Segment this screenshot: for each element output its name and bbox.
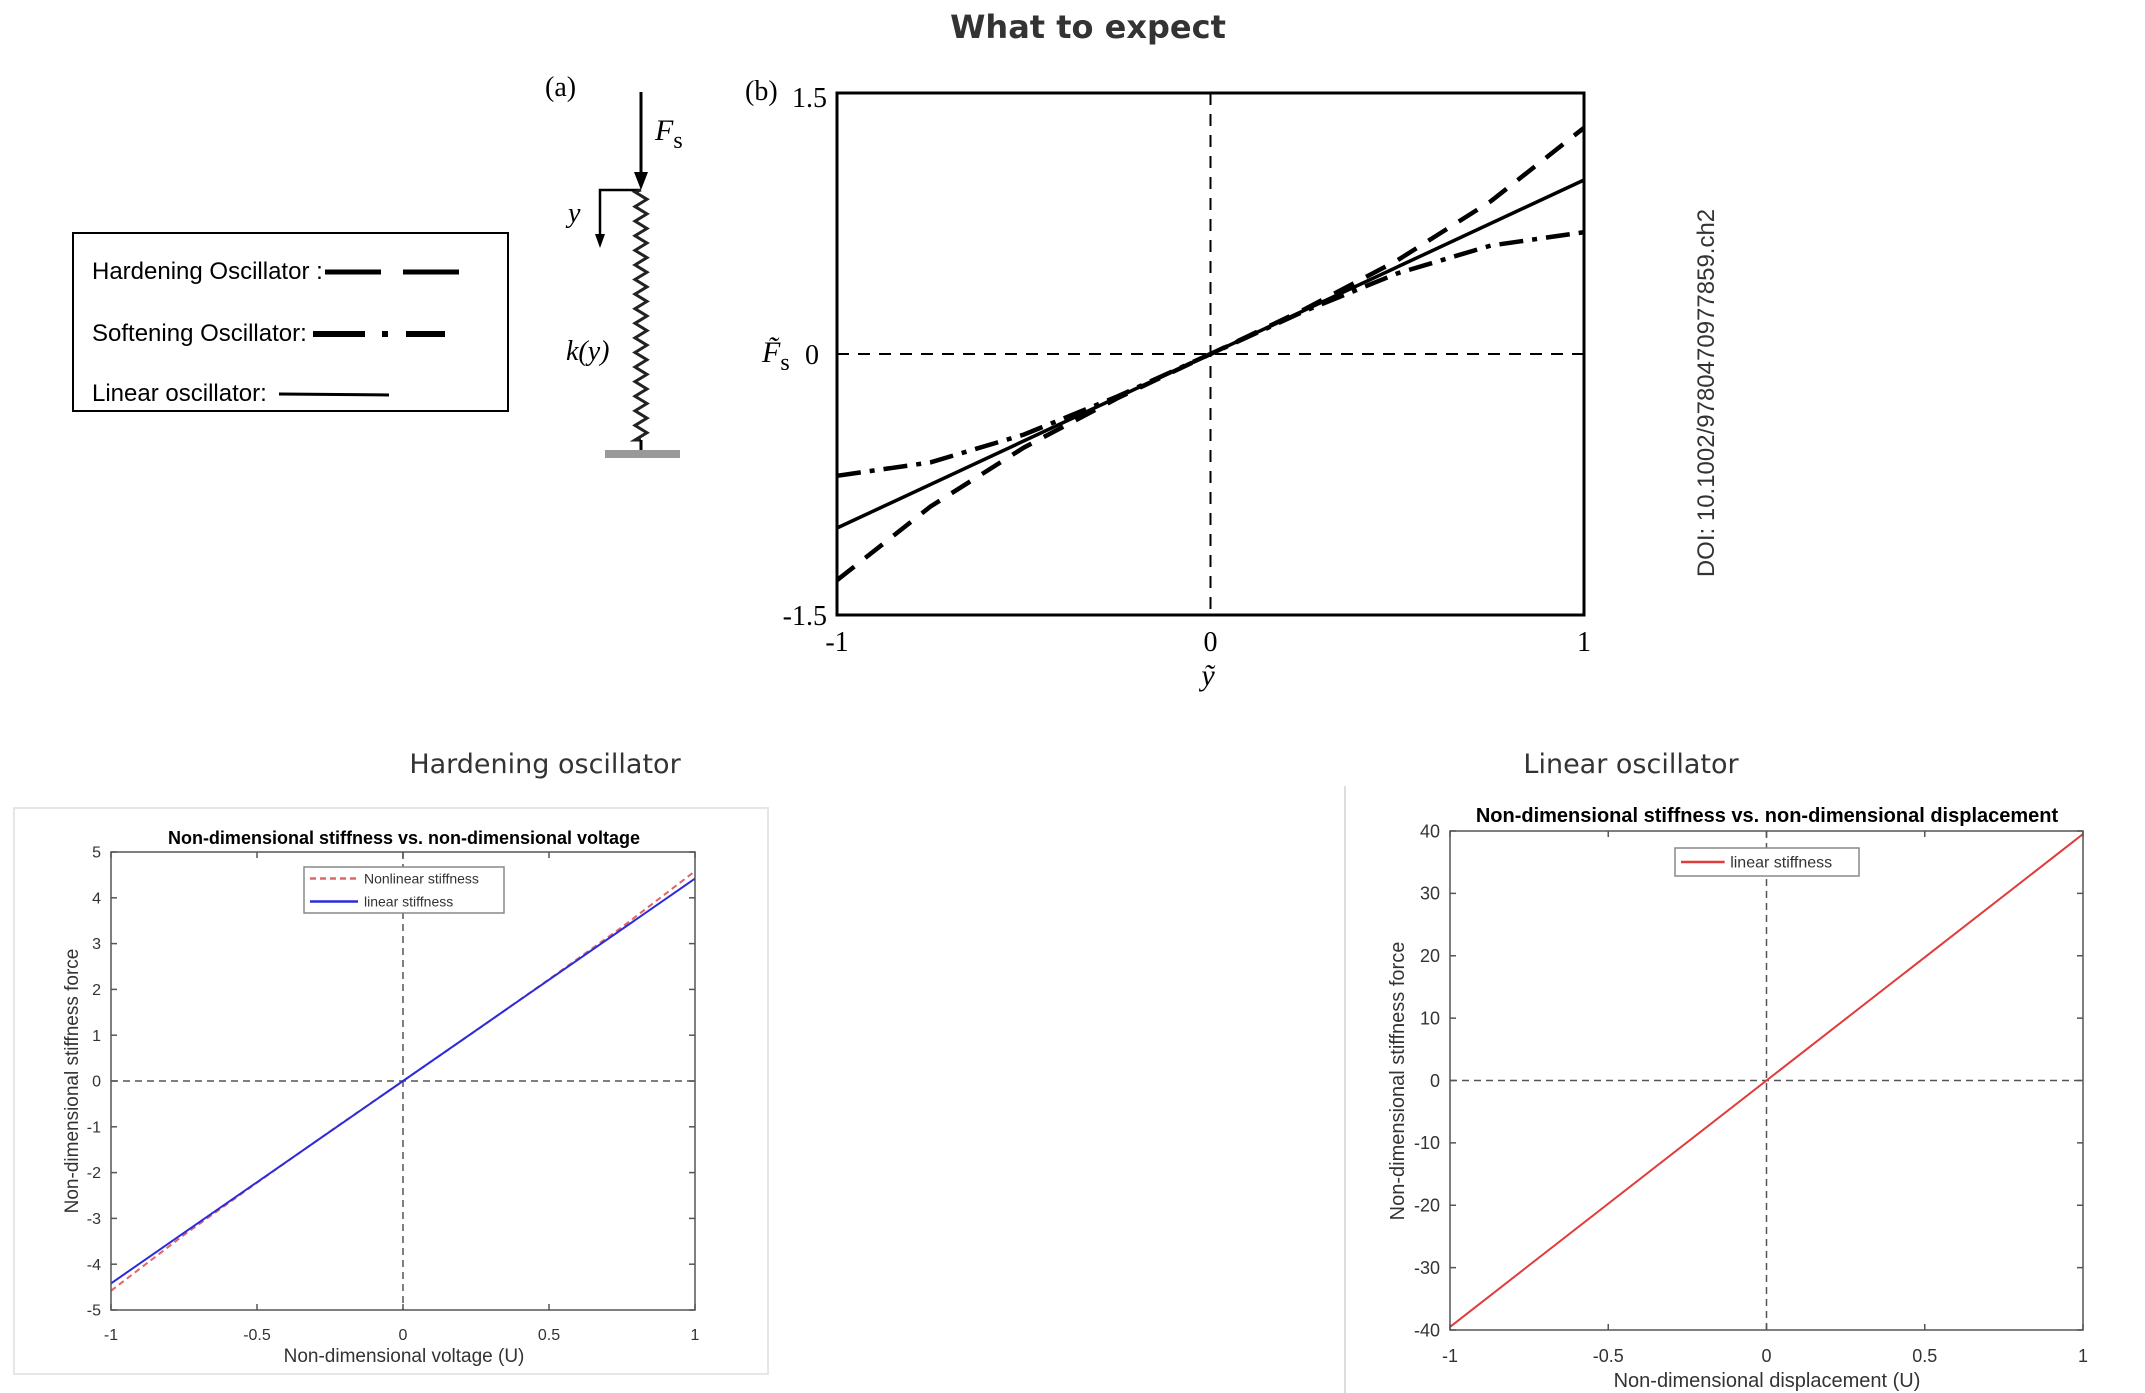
y-tick-label: 1 [92, 1028, 101, 1045]
chart-linear-xlabel: Non-dimensional displacement (U) [1614, 1370, 1921, 1392]
legend-frame [303, 866, 505, 914]
x-tick-label: 1 [1577, 627, 1591, 658]
doi-text: DOI: 10.1002/9780470977859.ch2 [1693, 209, 1720, 577]
y-tick-label: 3 [92, 936, 101, 953]
dashed-line-sample [324, 269, 461, 275]
y-tick-label: 0 [92, 1074, 101, 1091]
plot-area-frame [835, 91, 1586, 617]
y-tick-label: -30 [1414, 1258, 1440, 1278]
dashdot-line-sample [312, 331, 445, 337]
y-tick-label: -3 [87, 1211, 101, 1228]
legend-label: Linear oscillator: [92, 380, 267, 407]
y-tick-label: 0 [1430, 1071, 1440, 1091]
chart-b-xlabel: ỹ [1198, 659, 1215, 692]
x-tick-label: 0 [1204, 627, 1218, 658]
legend-item-hardening: Hardening Oscillator : [92, 258, 463, 286]
linear-section-title: Linear oscillator [1523, 749, 1739, 780]
x-tick-label: 1 [691, 1327, 700, 1344]
chart-legend: linear stiffness [1674, 847, 1860, 877]
panel-label-b: (b) [745, 76, 778, 107]
legend-label: linear stiffness [1730, 855, 1832, 872]
line-style-legend: Hardening Oscillator : Softening Oscilla… [72, 232, 509, 412]
y-tick-label: 5 [92, 845, 101, 862]
stiffness-label: k(y) [566, 336, 610, 367]
y-tick-label: 20 [1420, 946, 1440, 966]
y-tick-label: 4 [92, 890, 101, 907]
y-tick-label: -40 [1414, 1320, 1440, 1340]
chart-hardening-title: Non-dimensional stiffness vs. non-dimens… [168, 828, 640, 848]
series-line-solid [836, 178, 1585, 530]
hardening-section-title: Hardening oscillator [409, 749, 681, 780]
page-title: What to expect [950, 8, 1226, 46]
x-tick-label: -1 [1442, 1346, 1458, 1366]
y-tick-label: -5 [87, 1303, 101, 1320]
chart-hardening-ylabel: Non-dimensional stiffness force [62, 949, 83, 1214]
spring-diagram: (a) Fs y k(y) [545, 72, 683, 458]
x-tick-label: -0.5 [243, 1327, 271, 1344]
x-tick-label: 0 [399, 1327, 408, 1344]
series-line-dashed [110, 870, 696, 1292]
y-tick-label: -2 [87, 1165, 101, 1182]
spring-coil [629, 188, 650, 442]
chart-hardening: Non-dimensional stiffness vs. non-dimens… [62, 828, 700, 1367]
y-tick-label: 0 [805, 340, 819, 371]
displacement-arrow-head [595, 234, 605, 248]
y-tick-label: -20 [1414, 1196, 1440, 1216]
chart-b: (b) F̃s ỹ -1.5 0 1.5 -1 0 1 [745, 76, 1591, 692]
x-tick-label: -1 [104, 1327, 118, 1344]
x-tick-label: -0.5 [1593, 1346, 1624, 1366]
hardening-figure-frame [13, 807, 769, 1375]
legend-label: Hardening Oscillator : [92, 258, 323, 285]
y-tick-label: 30 [1420, 884, 1440, 904]
displacement-label: y [565, 198, 581, 229]
y-tick-label: -1.5 [783, 601, 827, 632]
ground [605, 450, 680, 458]
legend-item-linear: Linear oscillator: [92, 380, 407, 408]
chart-linear-ylabel: Non-dimensional stiffness force [1387, 942, 1409, 1221]
x-tick-label: 0.5 [1912, 1346, 1937, 1366]
chart-b-ylabel: F̃s [761, 336, 790, 376]
chart-linear-title: Non-dimensional stiffness vs. non-dimens… [1476, 805, 2059, 827]
y-tick-label: 40 [1420, 821, 1440, 841]
y-tick-label: 2 [92, 982, 101, 999]
y-tick-label: -10 [1414, 1133, 1440, 1153]
chart-hardening-xlabel: Non-dimensional voltage (U) [284, 1346, 525, 1367]
chart-linear: Non-dimensional stiffness vs. non-dimens… [1387, 805, 2088, 1392]
legend-label: Nonlinear stiffness [364, 870, 479, 886]
y-tick-label: 10 [1420, 1008, 1440, 1028]
chart-legend: Nonlinear stiffness linear stiffness [303, 866, 505, 914]
force-label: Fs [654, 114, 683, 154]
x-tick-label: -1 [825, 627, 848, 658]
legend-label: Softening Oscillator: [92, 320, 307, 347]
x-tick-label: 1 [2078, 1346, 2088, 1366]
series-line-solid [110, 877, 696, 1285]
y-tick-label: -1 [87, 1119, 101, 1136]
x-tick-label: 0 [1761, 1346, 1771, 1366]
force-arrow-head [634, 172, 648, 190]
legend-label: linear stiffness [364, 893, 453, 909]
solid-line-sample [278, 392, 389, 397]
y-tick-label: -4 [87, 1257, 101, 1274]
x-tick-label: 0.5 [538, 1327, 560, 1344]
y-tick-label: 1.5 [792, 83, 827, 114]
displacement-arrow [598, 188, 641, 240]
series-line-solid [1449, 833, 2084, 1328]
legend-item-softening: Softening Oscillator: [92, 320, 447, 348]
panel-label-a: (a) [545, 72, 576, 103]
